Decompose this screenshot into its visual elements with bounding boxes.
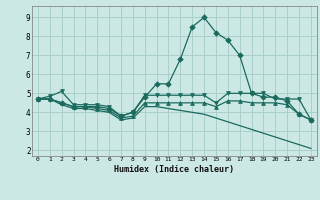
X-axis label: Humidex (Indice chaleur): Humidex (Indice chaleur) — [115, 165, 234, 174]
